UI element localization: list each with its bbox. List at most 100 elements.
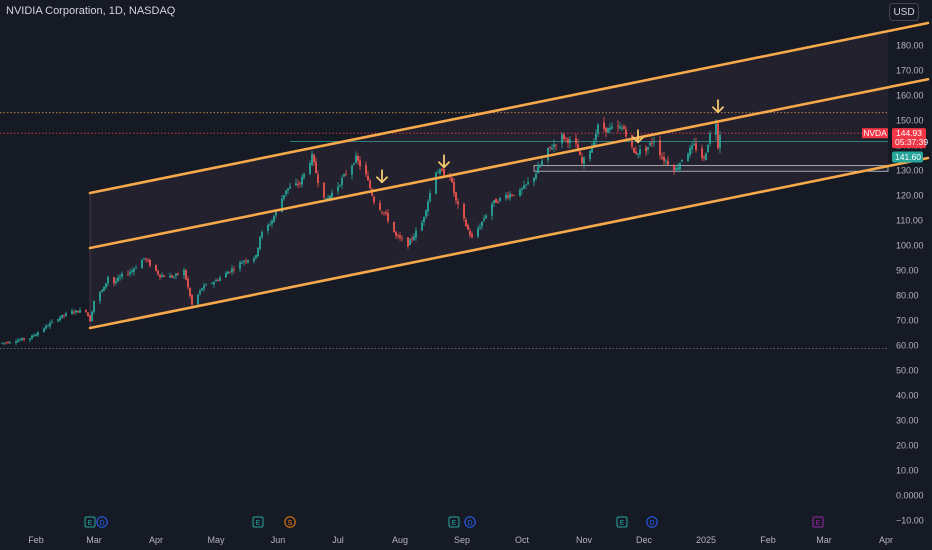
candle xyxy=(159,274,161,280)
candle-body xyxy=(413,236,415,241)
candle xyxy=(309,160,311,176)
candle xyxy=(687,152,689,162)
candle-body xyxy=(609,127,611,130)
channel-line-middle[interactable] xyxy=(88,77,930,250)
symbol-title[interactable]: NVIDIA Corporation, 1D, NASDAQ xyxy=(6,5,176,17)
candle xyxy=(465,217,467,228)
candle-body xyxy=(541,160,543,166)
earnings-icon xyxy=(616,516,628,528)
candle-body xyxy=(635,151,637,154)
candle-body xyxy=(29,338,31,340)
y-tick-label: 80.00 xyxy=(896,291,919,301)
candle-body xyxy=(353,163,355,165)
candle xyxy=(701,144,703,161)
candle-body xyxy=(311,153,313,165)
event-marker-E[interactable]: E xyxy=(812,516,824,528)
candle-body xyxy=(175,273,177,276)
candle-body xyxy=(89,315,91,322)
candle xyxy=(483,214,485,223)
candle xyxy=(301,174,303,188)
event-marker-D[interactable]: D xyxy=(96,516,108,528)
candle xyxy=(191,294,193,306)
candle-body xyxy=(401,238,403,239)
candle-body xyxy=(117,277,119,282)
candle xyxy=(589,150,591,162)
arrow-head xyxy=(376,176,388,184)
candle xyxy=(255,254,257,260)
candle-body xyxy=(341,178,343,185)
dividend-icon xyxy=(464,516,476,528)
candle-body xyxy=(453,182,455,194)
candle xyxy=(385,210,387,216)
candle-body xyxy=(575,138,577,144)
candle-body xyxy=(119,276,121,278)
candle xyxy=(639,144,641,158)
candle-body xyxy=(267,224,269,231)
candle xyxy=(297,179,299,188)
candle xyxy=(369,178,371,190)
down-arrow-icon[interactable] xyxy=(438,154,450,169)
candle-body xyxy=(3,342,5,344)
candle-body xyxy=(315,161,317,174)
y-tick-label: 100.00 xyxy=(896,241,924,251)
candle-body xyxy=(485,215,487,219)
candle xyxy=(355,151,357,164)
candle xyxy=(689,145,691,159)
candle xyxy=(353,162,355,166)
candle-body xyxy=(49,322,51,327)
currency-button[interactable]: USD xyxy=(889,3,919,21)
event-marker-D[interactable]: D xyxy=(646,516,658,528)
candle-body xyxy=(591,146,593,153)
candle xyxy=(611,122,613,130)
candle-body xyxy=(623,126,625,129)
candle-body xyxy=(239,262,241,269)
candle-body xyxy=(393,221,395,233)
candle xyxy=(325,198,327,199)
down-arrow-icon[interactable] xyxy=(632,129,644,144)
event-marker-E[interactable]: E xyxy=(616,516,628,528)
candle-body xyxy=(631,134,633,147)
candle xyxy=(93,300,95,315)
event-letter: E xyxy=(816,520,821,527)
candle xyxy=(129,269,131,277)
candle-body xyxy=(625,129,627,137)
candle xyxy=(35,333,37,337)
candle xyxy=(635,146,637,155)
candle-body xyxy=(673,164,675,171)
candle xyxy=(211,282,213,285)
down-arrow-icon[interactable] xyxy=(712,99,724,114)
candle xyxy=(415,227,417,241)
candle-body xyxy=(365,165,367,175)
candle xyxy=(705,152,707,161)
candle-body xyxy=(407,237,409,247)
event-marker-D[interactable]: D xyxy=(464,516,476,528)
candle-body xyxy=(677,167,679,170)
x-tick-label: Apr xyxy=(149,535,163,545)
event-marker-E[interactable]: E xyxy=(252,516,264,528)
y-tick-label: 20.00 xyxy=(896,441,919,451)
candle-body xyxy=(451,177,453,183)
y-tick-label: 110.00 xyxy=(896,216,923,226)
candle-body xyxy=(199,290,201,294)
channel-line-lower[interactable] xyxy=(88,156,930,330)
candle xyxy=(653,136,655,147)
candle xyxy=(645,144,647,157)
down-arrow-icon[interactable] xyxy=(376,169,388,184)
candle-body xyxy=(85,310,87,312)
candle-body xyxy=(493,200,495,204)
level-price-box xyxy=(892,151,923,163)
event-letter: E xyxy=(620,520,625,527)
candle xyxy=(441,167,443,172)
candle-body xyxy=(429,192,431,202)
channel-line-upper[interactable] xyxy=(88,21,930,195)
candle-body xyxy=(247,260,249,263)
candle-body xyxy=(457,201,459,205)
candle-body xyxy=(499,197,501,201)
candle-body xyxy=(439,169,441,174)
candle xyxy=(507,191,509,200)
event-marker-S[interactable]: S xyxy=(284,516,296,528)
event-marker-E[interactable]: E xyxy=(84,516,96,528)
event-marker-E[interactable]: E xyxy=(448,516,460,528)
candle xyxy=(199,288,201,296)
